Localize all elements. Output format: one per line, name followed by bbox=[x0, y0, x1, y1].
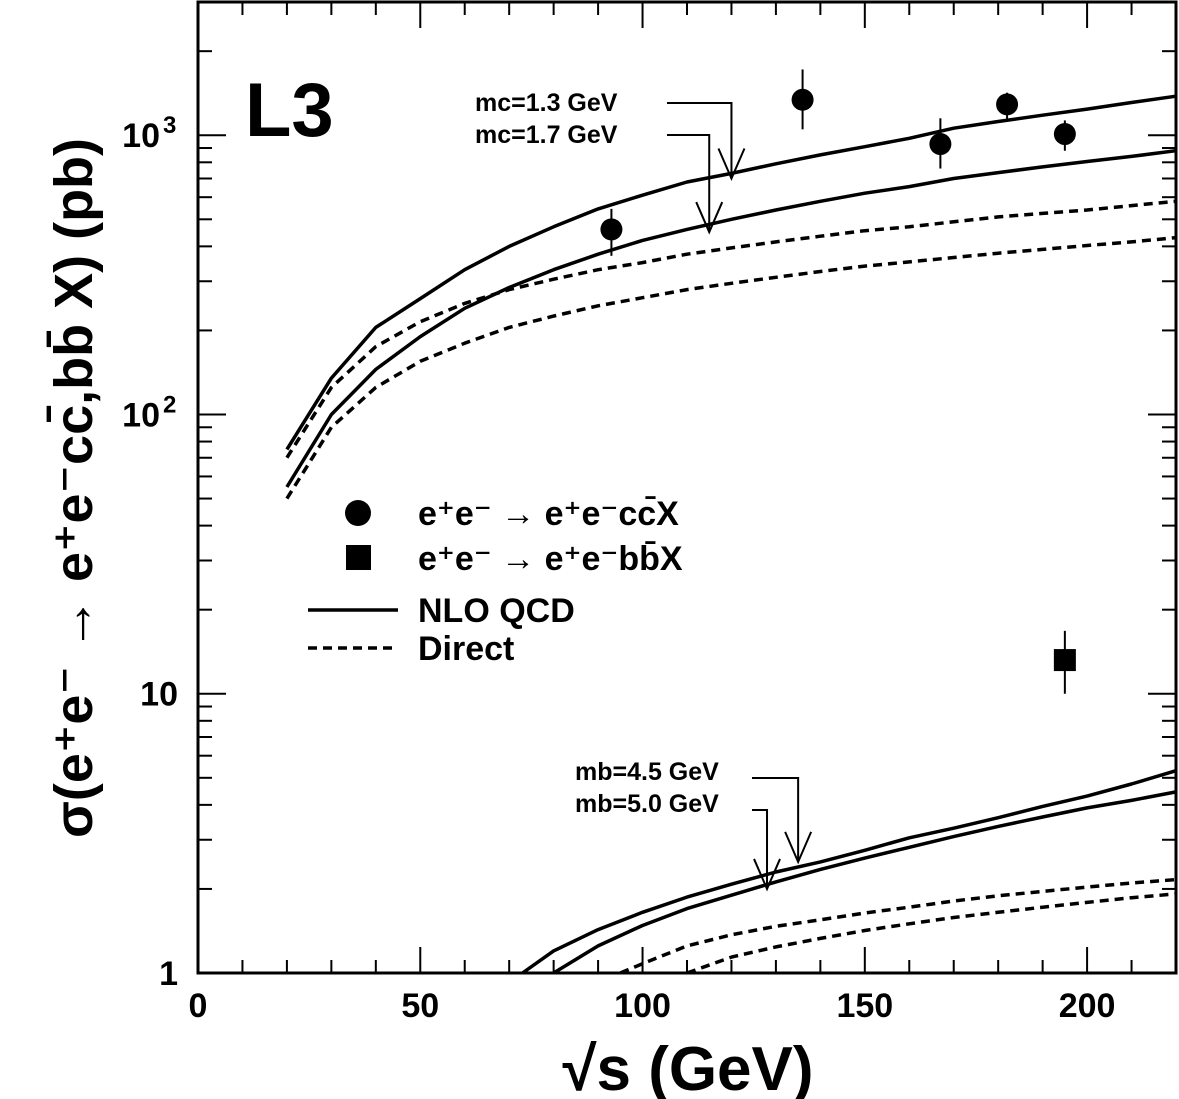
experiment-label: L3 bbox=[245, 68, 334, 153]
curves bbox=[285, 94, 1177, 975]
legend-circle-marker bbox=[345, 500, 371, 526]
plot-frame bbox=[196, 0, 1178, 975]
y-tick-label-exponent: 2 bbox=[163, 391, 176, 418]
x-tick-label: 0 bbox=[189, 987, 208, 1025]
annotation-mb45: mb=4.5 GeV bbox=[575, 758, 719, 786]
x-tick-label: 50 bbox=[401, 987, 439, 1025]
direct-curve-6 bbox=[619, 877, 1177, 975]
x-tick-label: 100 bbox=[614, 987, 671, 1025]
y-tick-label: 10 bbox=[122, 117, 160, 155]
x-tick-label: 150 bbox=[836, 987, 893, 1025]
legend-label-bb: e⁺e⁻ → e⁺e⁻bb̄X bbox=[418, 540, 683, 578]
legend-label-nlo: NLO QCD bbox=[418, 592, 575, 630]
x-axis-tick-labels: 0 50 100 150 200 bbox=[189, 987, 1116, 1025]
cc-data-point bbox=[1053, 123, 1076, 146]
cc-data-point bbox=[791, 88, 814, 111]
legend: e⁺e⁻ → e⁺e⁻cc̄X e⁺e⁻ → e⁺e⁻bb̄X NLO QCD … bbox=[308, 495, 683, 668]
cc-data-point bbox=[929, 133, 952, 156]
direct-curve-2 bbox=[285, 199, 1177, 459]
annotation-leader bbox=[667, 102, 733, 179]
legend-label-direct: Direct bbox=[418, 630, 514, 668]
annotation-mb50: mb=5.0 GeV bbox=[575, 790, 719, 818]
y-tick-label: 10 bbox=[140, 676, 178, 714]
annotation-labels: mc=1.3 GeV mc=1.7 GeV mb=4.5 GeV mb=5.0 … bbox=[475, 89, 719, 818]
y-tick-label-exponent: 3 bbox=[163, 112, 176, 139]
annotation-mc17: mc=1.7 GeV bbox=[475, 121, 618, 149]
y-axis-label: σ(e⁺e⁻ → e⁺e⁻cc̄,bb̄ X) (pb) bbox=[44, 138, 104, 838]
nlo-curve-5 bbox=[552, 790, 1177, 975]
x-axis-ticks bbox=[197, 2, 1177, 973]
direct-curve-3 bbox=[285, 235, 1177, 500]
data-points bbox=[600, 69, 1076, 694]
annotation-leader bbox=[667, 134, 711, 233]
nlo-curve-1 bbox=[285, 148, 1177, 488]
cc-data-point bbox=[600, 218, 623, 241]
y-tick-label: 10 bbox=[122, 396, 160, 434]
y-axis-ticks bbox=[198, 1, 1176, 974]
x-axis-label: √s (GeV) bbox=[562, 1035, 813, 1099]
legend-square-marker bbox=[346, 545, 371, 570]
annotation-arrowhead bbox=[753, 858, 781, 892]
annotation-leader bbox=[752, 809, 769, 889]
x-tick-label: 200 bbox=[1059, 987, 1116, 1025]
y-tick-label: 1 bbox=[159, 955, 178, 993]
annotation-leader bbox=[752, 777, 800, 862]
cc-data-point bbox=[996, 93, 1019, 116]
annotation-arrowhead bbox=[695, 201, 724, 235]
bb-data-point bbox=[1053, 649, 1076, 672]
annotation-arrowhead bbox=[717, 148, 746, 182]
annotation-mc13: mc=1.3 GeV bbox=[475, 89, 618, 117]
legend-label-cc: e⁺e⁻ → e⁺e⁻cc̄X bbox=[418, 495, 679, 533]
annotation-arrows bbox=[667, 102, 813, 892]
annotation-arrowhead bbox=[784, 831, 813, 865]
nlo-curve-4 bbox=[521, 769, 1177, 975]
